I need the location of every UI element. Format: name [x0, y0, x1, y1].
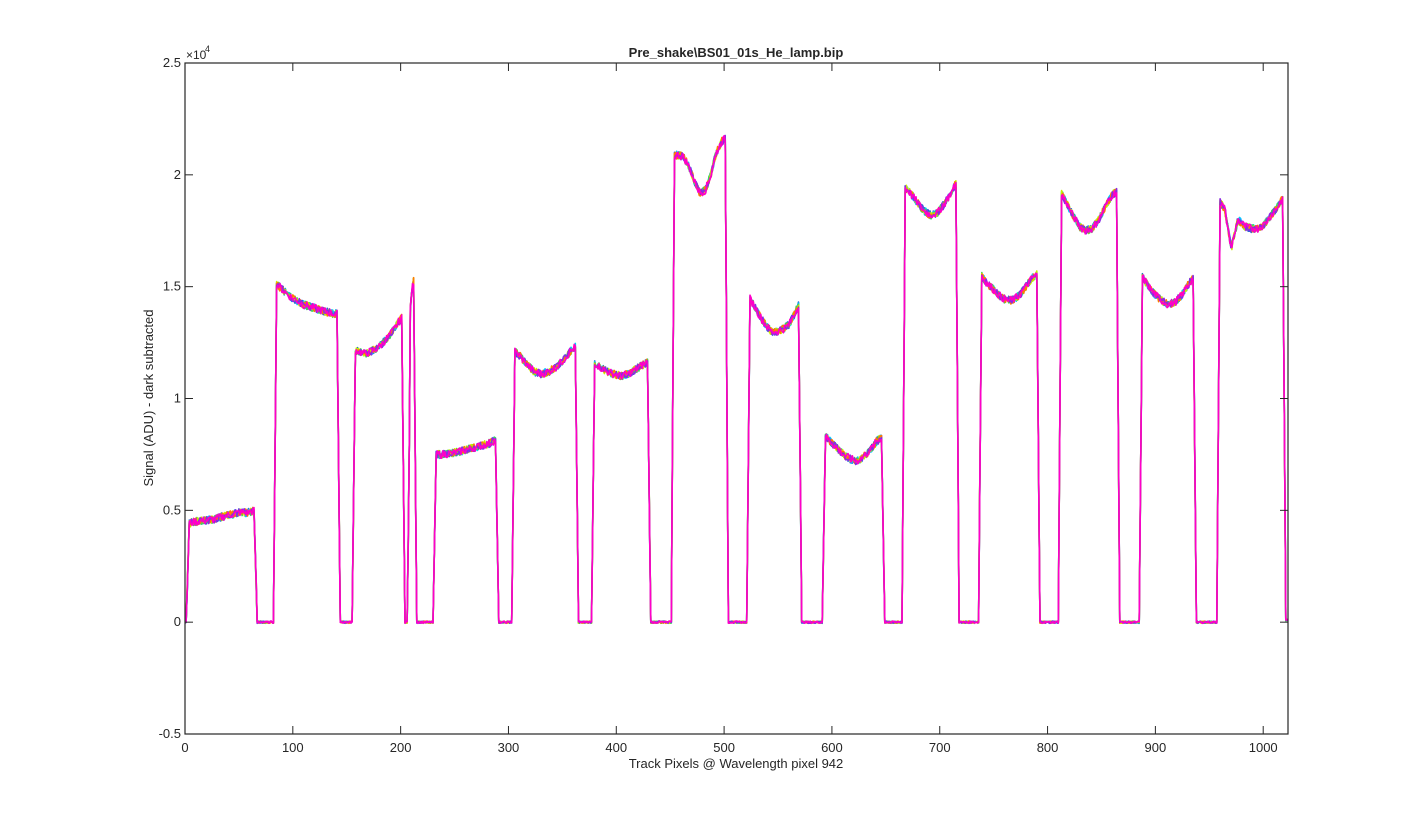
y-axis-label: Signal (ADU) - dark subtracted [141, 309, 156, 486]
x-tick-label: 1000 [1249, 740, 1278, 755]
series-group [184, 134, 1289, 625]
x-tick-label: 600 [821, 740, 843, 755]
x-tick-label: 200 [390, 740, 412, 755]
x-tick-label: 400 [605, 740, 627, 755]
x-tick-label: 0 [181, 740, 188, 755]
y-tick-label: 0 [174, 614, 181, 629]
plot-area: 0 100 200 300 400 500 600 700 800 900 1000 -0.500.… [159, 55, 1289, 755]
chart-title: Pre_shake\BS01_01s_He_lamp.bip [629, 45, 844, 60]
x-axis-ticks: 0 100 200 300 400 500 600 700 800 900 1000 [181, 63, 1278, 755]
x-tick-label: 700 [929, 740, 951, 755]
y-exponent-base: ×10 [186, 48, 207, 62]
y-tick-label: 2 [174, 167, 181, 182]
axes-background [185, 63, 1288, 734]
x-tick-label: 300 [498, 740, 520, 755]
x-tick-label: 500 [713, 740, 735, 755]
y-tick-label: 1 [174, 391, 181, 406]
y-exponent-power: 4 [205, 44, 210, 54]
x-axis-label: Track Pixels @ Wavelength pixel 942 [629, 756, 844, 771]
series-line-7 [184, 135, 1289, 625]
x-tick-label: 800 [1037, 740, 1059, 755]
x-tick-label: 900 [1145, 740, 1167, 755]
y-tick-label: -0.5 [159, 726, 181, 741]
y-tick-label: 0.5 [163, 502, 181, 517]
y-axis-ticks: -0.5 0 0.5 1 1.5 2 2.5 [159, 55, 1288, 741]
y-tick-label: 1.5 [163, 279, 181, 294]
y-exponent-label: ×10 4 [186, 44, 210, 62]
y-tick-label: 2.5 [163, 55, 181, 70]
x-tick-label: 100 [282, 740, 304, 755]
